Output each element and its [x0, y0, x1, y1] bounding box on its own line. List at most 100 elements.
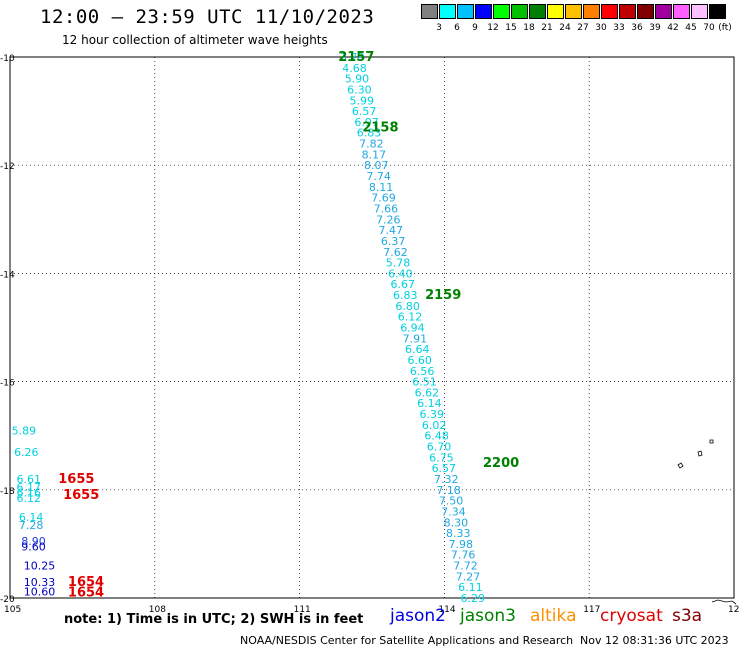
generated-timestamp: Nov 12 08:31:36 UTC 2023	[580, 634, 729, 647]
color-scale-label: 39	[649, 23, 661, 33]
color-swatch	[421, 4, 438, 19]
wave-height-value: 6.57	[432, 462, 457, 475]
color-scale-label: 24	[559, 23, 571, 33]
wave-height-value: 6.94	[400, 322, 425, 335]
wave-height-value: 7.91	[403, 332, 428, 345]
legend-jason3: jason3	[460, 606, 516, 626]
color-swatch	[547, 4, 564, 19]
map-grid	[9, 56, 735, 599]
pass-time-label: 2157	[338, 50, 374, 65]
lon-tick-label: 108	[149, 605, 166, 615]
note-text: note: 1) Time is in UTC; 2) SWH is in fe…	[64, 612, 364, 627]
wave-height-value: 6.17	[16, 481, 41, 494]
wave-height-value: 5.99	[350, 94, 375, 107]
color-swatch	[673, 4, 690, 19]
wave-height-value: 8.07	[364, 159, 389, 172]
wave-height-value: 9.60	[21, 541, 46, 554]
wave-height-value: 7.66	[374, 202, 399, 215]
color-swatch	[619, 4, 636, 19]
wave-height-value: 6.80	[395, 300, 420, 313]
map-frame	[9, 56, 735, 599]
wave-height-value: 6.11	[458, 581, 483, 594]
lat-tick-label: -14	[0, 270, 15, 280]
wave-height-value: 6.62	[415, 386, 440, 399]
color-scale-label: 15	[505, 23, 517, 33]
lat-tick-label: -12	[0, 162, 15, 172]
wave-height-value: 7.47	[378, 224, 403, 237]
wave-height-value: 5.78	[386, 257, 411, 270]
wave-height-value: 10.33	[24, 576, 56, 589]
wave-height-value: 7.27	[456, 570, 481, 583]
color-scale-label: 18	[523, 23, 535, 33]
wave-height-value: 5.89	[12, 424, 37, 437]
wave-height-value: 7.69	[371, 192, 396, 205]
wave-height-value: 6.26	[14, 446, 39, 459]
wave-height-value: 6.12	[16, 492, 41, 505]
island-shape	[697, 450, 703, 457]
island-shape	[709, 439, 714, 444]
color-scale-unit: (ft)	[718, 23, 732, 33]
color-scale-label: 3	[436, 23, 442, 33]
wave-height-value: 7.34	[441, 505, 466, 518]
pass-time-label: 1655	[58, 472, 94, 487]
coastline-islands	[677, 439, 737, 605]
wave-height-value: 6.14	[19, 511, 44, 524]
wave-height-value: 8.11	[369, 181, 394, 194]
wave-height-value: 6.64	[405, 343, 430, 356]
color-scale-label: 42	[667, 23, 679, 33]
color-scale-label: 27	[577, 23, 589, 33]
pass-time-label: 1655	[63, 488, 99, 503]
wave-height-value: 7.98	[448, 538, 473, 551]
wave-height-value: 10.25	[24, 560, 56, 573]
lon-tick-label: 117	[583, 605, 600, 615]
color-swatch	[511, 4, 528, 19]
wave-height-value: 6.57	[352, 105, 377, 118]
lat-tick-label: -20	[0, 595, 15, 605]
wave-height-value: 7.26	[376, 213, 401, 226]
lat-tick-label: -16	[0, 379, 15, 389]
legend-altika: altika	[530, 606, 577, 626]
pass-time-label: 2159	[425, 288, 461, 303]
color-swatch	[637, 4, 654, 19]
pass-time-label: 1654	[68, 586, 104, 601]
wave-height-value: 8.17	[362, 148, 387, 161]
color-scale-label: 21	[541, 23, 553, 33]
wave-height-value: 6.70	[427, 441, 452, 454]
wave-height-value: 6.02	[422, 419, 447, 432]
page-title: 12:00 – 23:59 UTC 11/10/2023	[40, 6, 375, 28]
color-swatch	[439, 4, 456, 19]
lon-tick-label: 114	[438, 605, 455, 615]
wave-height-value: 6.97	[354, 116, 379, 129]
wave-height-value: 6.37	[381, 235, 406, 248]
color-scale-label: 30	[595, 23, 607, 33]
lon-tick-label: 111	[294, 605, 311, 615]
wave-height-value: 7.76	[451, 549, 476, 562]
color-scale-label: 70	[703, 23, 715, 33]
color-swatch	[475, 4, 492, 19]
color-swatch	[601, 4, 618, 19]
wave-height-value: 10.60	[24, 586, 56, 599]
wave-height-value: 8.30	[444, 516, 469, 529]
coastline-shape	[711, 599, 737, 605]
lat-tick-label: -18	[0, 487, 15, 497]
wave-height-value: 6.29	[461, 592, 486, 605]
wave-height-value: 6.30	[347, 83, 372, 96]
wave-height-value: 7.50	[439, 495, 464, 508]
color-scale-label: 12	[487, 23, 499, 33]
legend-jason2: jason2	[390, 606, 446, 626]
wave-height-value: 6.60	[407, 354, 432, 367]
axis-ticks: 105 108 111 114 117 120 -10 -12 -14 -16 -18 -20	[0, 54, 740, 615]
color-scale-label: 6	[454, 23, 460, 33]
track-values: 3.784.685.906.305.996.576.976.837.828.17…	[12, 51, 485, 605]
legend-s3a: s3a	[672, 606, 703, 626]
wave-height-value: 8.33	[446, 527, 471, 540]
color-swatch	[529, 4, 546, 19]
wave-height-value: 6.61	[16, 473, 41, 486]
wave-height-value: 6.12	[398, 311, 423, 324]
color-swatch	[709, 4, 726, 19]
wave-height-value: 6.75	[429, 451, 454, 464]
wave-height-value: 7.28	[19, 519, 44, 532]
pass-time-label: 2200	[483, 456, 519, 471]
color-swatch	[655, 4, 672, 19]
